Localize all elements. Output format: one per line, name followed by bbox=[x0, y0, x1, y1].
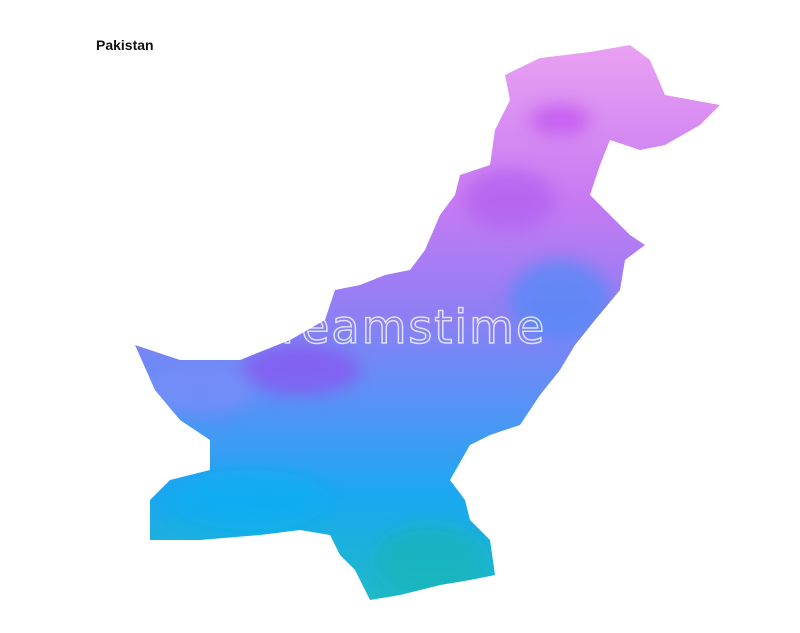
watermark: dreamstime bbox=[250, 300, 546, 354]
map-title: Pakistan bbox=[96, 37, 154, 53]
